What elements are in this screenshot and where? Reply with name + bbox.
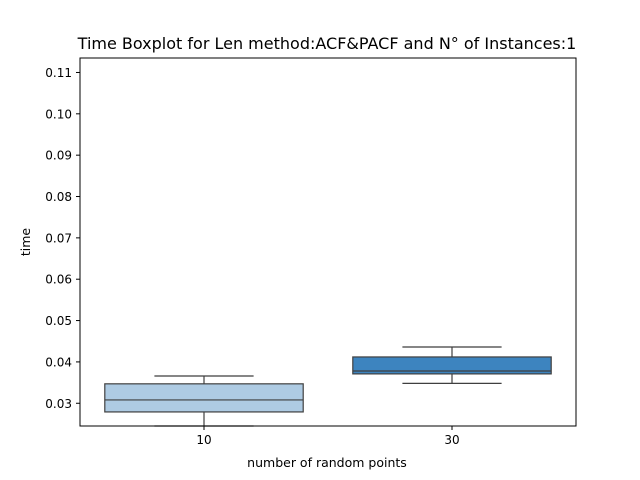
x-tick-label: 30 (444, 433, 459, 447)
y-tick-label: 0.11 (45, 66, 72, 80)
x-tick-label: 10 (196, 433, 211, 447)
y-tick-label: 0.06 (45, 273, 72, 287)
y-tick-label: 0.10 (45, 107, 72, 121)
y-tick-label: 0.05 (45, 314, 72, 328)
y-tick-label: 0.08 (45, 190, 72, 204)
y-tick-label: 0.03 (45, 397, 72, 411)
plot-frame (79, 57, 577, 427)
x-axis-label: number of random points (247, 455, 407, 470)
chart-title: Time Boxplot for Len method:ACF&PACF and… (77, 34, 577, 53)
y-tick-label: 0.07 (45, 231, 72, 245)
y-tick-label: 0.09 (45, 149, 72, 163)
y-tick-label: 0.04 (45, 355, 72, 369)
box-iqr (104, 383, 304, 413)
y-axis-label: time (18, 228, 33, 257)
box-iqr (352, 356, 552, 375)
